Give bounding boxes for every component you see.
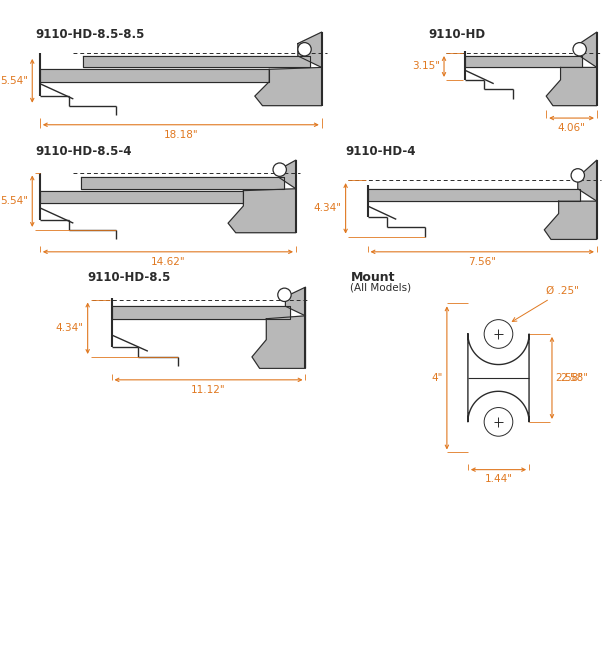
Polygon shape [546, 67, 597, 105]
Text: 7.56": 7.56" [468, 257, 496, 267]
Polygon shape [544, 201, 597, 239]
Text: 9110-HD-4: 9110-HD-4 [345, 145, 416, 158]
Text: 9110-HD: 9110-HD [429, 28, 486, 41]
Text: 2.58": 2.58" [555, 373, 583, 383]
Text: 4.34": 4.34" [314, 203, 342, 213]
Polygon shape [286, 287, 306, 316]
Circle shape [273, 163, 286, 176]
Circle shape [298, 43, 311, 56]
Polygon shape [298, 32, 322, 67]
Text: 3.15": 3.15" [412, 61, 440, 71]
Text: 4.34": 4.34" [56, 323, 84, 334]
Text: 1.44": 1.44" [484, 474, 512, 484]
Text: 14.62": 14.62" [150, 257, 185, 267]
Circle shape [278, 288, 291, 301]
Circle shape [484, 319, 513, 348]
Circle shape [488, 323, 509, 344]
Polygon shape [252, 316, 306, 368]
Polygon shape [578, 160, 597, 201]
Polygon shape [580, 32, 597, 67]
Polygon shape [255, 67, 322, 105]
Circle shape [488, 412, 509, 432]
Circle shape [573, 43, 586, 56]
Text: 18.18": 18.18" [164, 129, 198, 139]
Polygon shape [368, 189, 580, 201]
Text: 5.54": 5.54" [1, 76, 28, 86]
Polygon shape [112, 306, 290, 319]
Circle shape [495, 331, 502, 338]
Text: 2.58": 2.58" [561, 373, 588, 383]
Text: 9110-HD-8.5: 9110-HD-8.5 [88, 271, 171, 284]
Text: 4": 4" [432, 373, 443, 383]
Circle shape [492, 415, 505, 429]
Text: 11.12": 11.12" [191, 385, 226, 395]
Text: 5.54": 5.54" [1, 196, 28, 206]
Text: Ø .25": Ø .25" [512, 286, 579, 321]
Polygon shape [465, 56, 582, 67]
Circle shape [492, 327, 505, 341]
Polygon shape [40, 69, 269, 82]
Text: 4.06": 4.06" [557, 123, 585, 133]
Circle shape [571, 169, 585, 182]
Polygon shape [278, 160, 296, 189]
Polygon shape [468, 334, 529, 422]
Text: Mount: Mount [350, 271, 395, 284]
Polygon shape [81, 177, 283, 189]
Text: 9110-HD-8.5-4: 9110-HD-8.5-4 [35, 145, 132, 158]
Circle shape [484, 408, 513, 436]
Polygon shape [40, 191, 243, 203]
Text: 9110-HD-8.5-8.5: 9110-HD-8.5-8.5 [35, 28, 144, 41]
Text: (All Models): (All Models) [350, 282, 411, 292]
Polygon shape [83, 56, 310, 67]
Circle shape [495, 418, 502, 426]
Polygon shape [228, 189, 296, 233]
